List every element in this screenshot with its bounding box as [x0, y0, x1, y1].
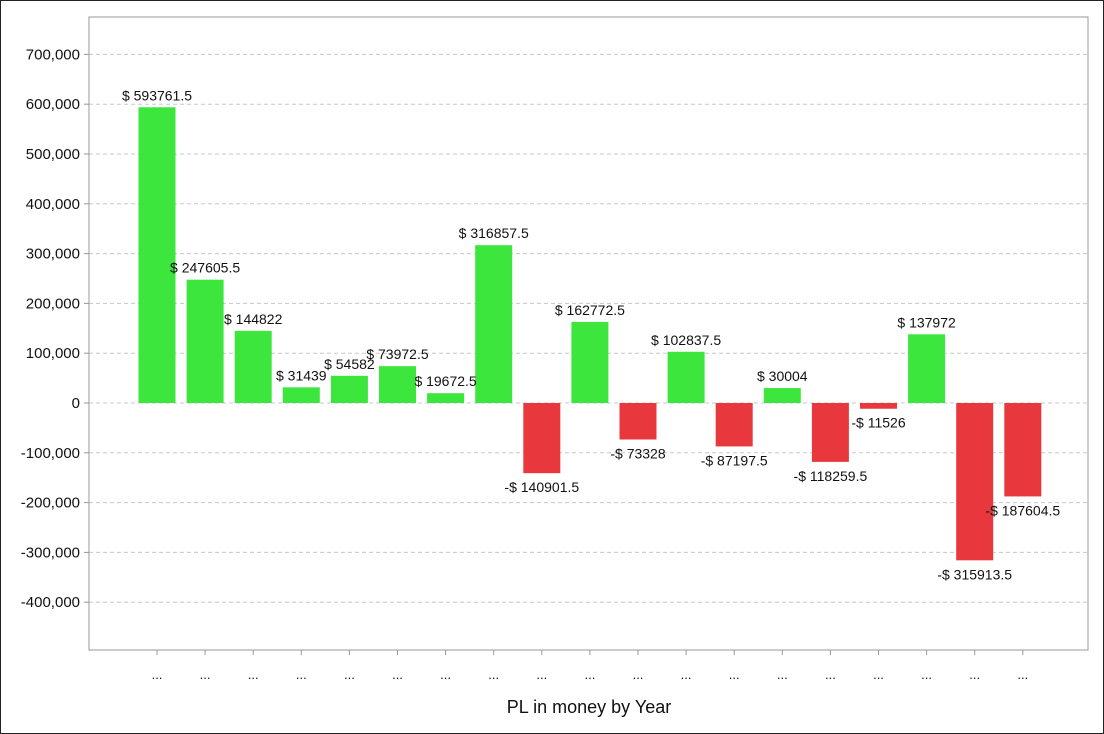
- bar[interactable]: [715, 403, 753, 447]
- x-tick-label: ...: [921, 667, 932, 682]
- x-tick-label: ...: [488, 667, 499, 682]
- bar[interactable]: [186, 279, 224, 403]
- data-label: $ 73972.5: [366, 346, 428, 362]
- data-label: -$ 11526: [851, 415, 905, 431]
- y-tick-label: 400,000: [26, 196, 80, 213]
- x-tick-label: ...: [248, 667, 259, 682]
- y-tick-label: 500,000: [26, 146, 80, 163]
- x-tick-label: ...: [440, 667, 451, 682]
- x-tick-label: ...: [633, 667, 644, 682]
- x-tick-label: ...: [681, 667, 692, 682]
- x-tick-label: ...: [729, 667, 740, 682]
- y-tick-label: 200,000: [26, 295, 80, 312]
- x-tick-label: ...: [536, 667, 547, 682]
- data-label: $ 316857.5: [459, 225, 529, 241]
- data-label: $ 144822: [224, 311, 283, 327]
- x-tick-label: ...: [969, 667, 980, 682]
- bar[interactable]: [956, 403, 994, 561]
- data-label: $ 19672.5: [414, 373, 476, 389]
- bar[interactable]: [811, 403, 849, 462]
- x-tick-label: ...: [1017, 667, 1028, 682]
- bar[interactable]: [763, 388, 801, 403]
- bar[interactable]: [330, 375, 368, 403]
- data-label: -$ 73328: [610, 446, 665, 462]
- bar[interactable]: [427, 393, 465, 403]
- data-label: -$ 140901.5: [504, 479, 579, 495]
- data-label: -$ 118259.5: [794, 468, 868, 484]
- bar[interactable]: [475, 245, 513, 403]
- data-label: $ 593761.5: [122, 87, 192, 103]
- data-labels: $ 593761.5 $ 247605.5 $ 144822 $ 31439$ 545…: [122, 87, 1060, 582]
- x-tick-label: ...: [825, 667, 836, 682]
- bar[interactable]: [571, 321, 609, 403]
- y-tick-label: 100,000: [26, 345, 80, 362]
- bar[interactable]: [1004, 403, 1042, 497]
- y-tick-label: -300,000: [21, 544, 80, 561]
- data-label: $ 247605.5: [170, 260, 240, 276]
- x-tick-label: ...: [392, 667, 403, 682]
- bar[interactable]: [619, 403, 657, 440]
- y-tick-label: 300,000: [26, 246, 80, 263]
- x-tick-label: ...: [296, 667, 307, 682]
- y-tick-label: -400,000: [21, 594, 80, 611]
- bar[interactable]: [860, 403, 897, 409]
- y-tick-label: 700,000: [26, 46, 80, 63]
- x-tick-label: ...: [152, 667, 163, 682]
- plot-area-border: [88, 16, 1089, 651]
- data-label: $ 31439: [276, 367, 327, 383]
- bar[interactable]: [234, 330, 272, 403]
- x-tick-label: ...: [584, 667, 595, 682]
- data-label: $ 162772.5: [555, 302, 625, 318]
- bar[interactable]: [908, 334, 946, 403]
- x-axis: ........................................…: [152, 650, 1028, 682]
- data-label: -$ 87197.5: [701, 452, 768, 468]
- bar[interactable]: [379, 366, 416, 403]
- y-tick-label: -200,000: [21, 495, 80, 512]
- bar[interactable]: [523, 403, 561, 474]
- data-label: -$ 315913.5: [937, 566, 1012, 582]
- x-tick-label: ...: [200, 667, 211, 682]
- x-axis-title: PL in money by Year: [507, 697, 671, 717]
- x-tick-label: ...: [344, 667, 355, 682]
- bar[interactable]: [282, 387, 320, 403]
- data-label: $ 137972: [897, 314, 956, 330]
- x-tick-label: ...: [777, 667, 788, 682]
- bars: [138, 107, 1042, 561]
- data-label: $ 54582: [324, 356, 375, 372]
- bar[interactable]: [138, 107, 176, 404]
- data-label: $ 102837.5: [651, 332, 721, 348]
- bar[interactable]: [667, 351, 705, 403]
- y-axis: 700,000 600,000 500,000 400,000 300,000 200,0…: [21, 46, 89, 611]
- data-label: -$ 187604.5: [985, 502, 1060, 518]
- y-tick-label: -100,000: [21, 445, 80, 462]
- y-tick-label: 0: [72, 395, 80, 412]
- y-tick-label: 600,000: [26, 96, 80, 113]
- data-label: $ 30004: [757, 368, 808, 384]
- x-tick-label: ...: [873, 667, 884, 682]
